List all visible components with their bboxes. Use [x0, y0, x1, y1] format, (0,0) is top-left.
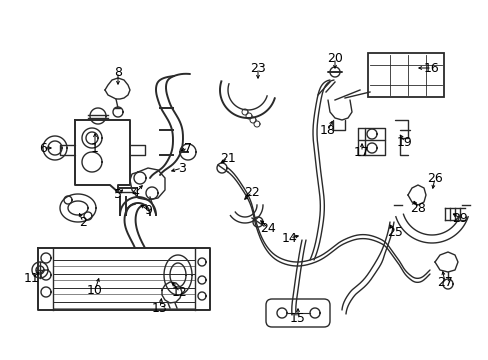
Text: 26: 26 [426, 171, 442, 184]
Text: 19: 19 [396, 135, 412, 148]
Text: 11: 11 [24, 271, 40, 284]
Text: 20: 20 [326, 51, 342, 64]
Text: 8: 8 [114, 66, 122, 78]
Text: 3: 3 [178, 162, 185, 175]
Text: 9: 9 [144, 203, 152, 216]
Text: 17: 17 [353, 145, 369, 158]
Text: 2: 2 [79, 216, 87, 229]
Text: 24: 24 [260, 221, 275, 234]
Text: 7: 7 [183, 141, 192, 154]
Text: 12: 12 [172, 285, 187, 298]
Text: 1: 1 [91, 141, 99, 154]
Text: 6: 6 [39, 141, 47, 154]
Text: 21: 21 [220, 152, 235, 165]
Text: 22: 22 [244, 185, 259, 198]
Text: 23: 23 [250, 62, 265, 75]
Text: 25: 25 [386, 225, 402, 238]
Text: 29: 29 [451, 211, 467, 225]
Text: 10: 10 [87, 284, 103, 297]
Text: 15: 15 [289, 311, 305, 324]
Text: 28: 28 [409, 202, 425, 215]
Text: 27: 27 [436, 275, 452, 288]
Text: 13: 13 [152, 302, 167, 315]
FancyBboxPatch shape [265, 299, 329, 327]
FancyBboxPatch shape [367, 53, 443, 97]
Text: 5: 5 [114, 189, 122, 202]
Text: 4: 4 [131, 186, 139, 199]
Text: 16: 16 [423, 62, 439, 75]
Text: 14: 14 [282, 231, 297, 244]
Text: 18: 18 [320, 123, 335, 136]
